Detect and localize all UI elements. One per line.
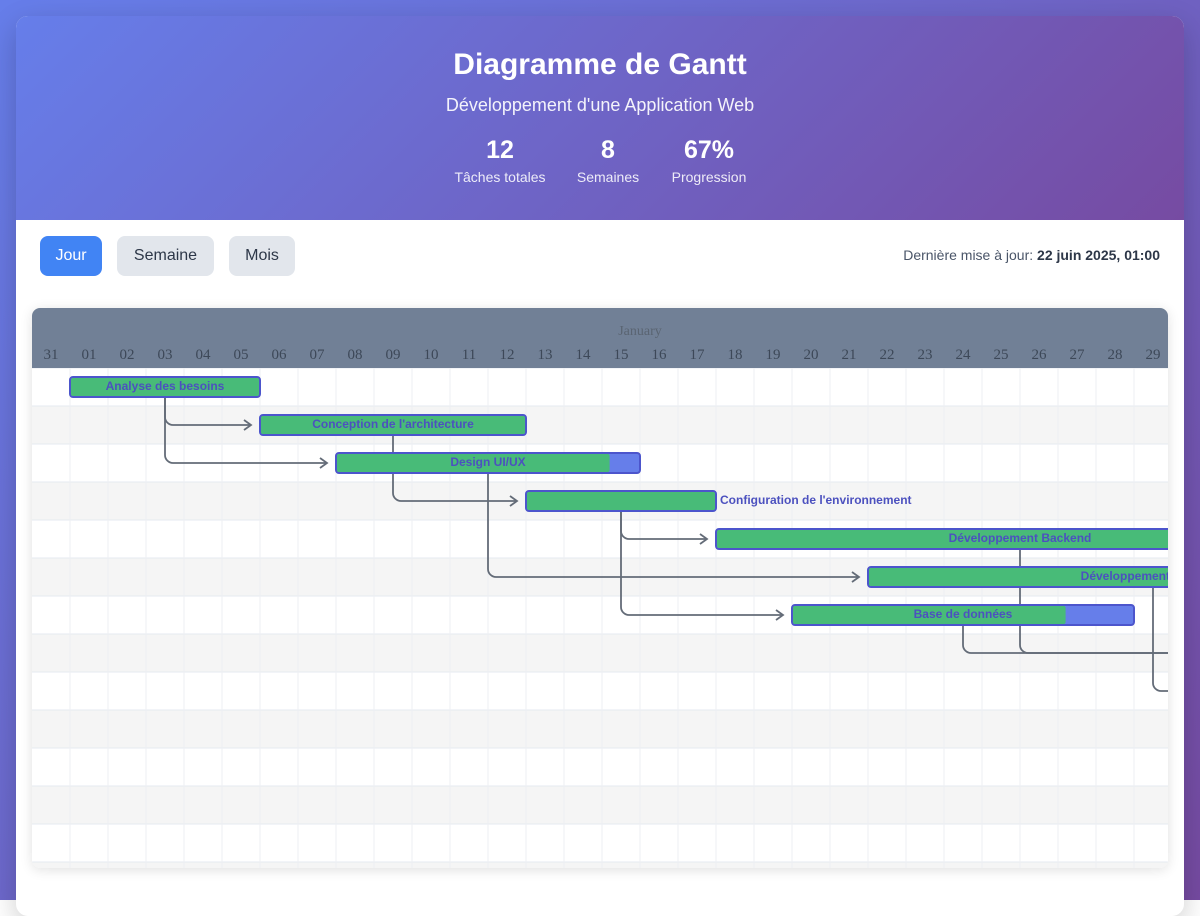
svg-text:12: 12 <box>500 347 515 363</box>
svg-text:14: 14 <box>576 347 592 363</box>
svg-text:21: 21 <box>842 347 857 363</box>
svg-text:04: 04 <box>196 347 212 363</box>
svg-text:13: 13 <box>538 347 553 363</box>
svg-text:22: 22 <box>880 347 895 363</box>
svg-text:Configuration de l'environneme: Configuration de l'environnement <box>720 493 912 507</box>
svg-text:29: 29 <box>1146 347 1161 363</box>
svg-text:Développement Backend: Développement Backend <box>949 531 1092 545</box>
svg-text:19: 19 <box>766 347 781 363</box>
svg-text:26: 26 <box>1032 347 1048 363</box>
svg-text:02: 02 <box>120 347 135 363</box>
svg-text:20: 20 <box>804 347 819 363</box>
svg-text:10: 10 <box>424 347 439 363</box>
svg-text:Design UI/UX: Design UI/UX <box>450 455 525 469</box>
svg-text:15: 15 <box>614 347 629 363</box>
svg-text:17: 17 <box>690 347 706 363</box>
svg-text:27: 27 <box>1070 347 1086 363</box>
svg-text:Développement Frontend: Développement Frontend <box>1081 569 1168 583</box>
svg-text:Base de données: Base de données <box>914 607 1013 621</box>
svg-text:11: 11 <box>462 347 476 363</box>
svg-text:18: 18 <box>728 347 743 363</box>
svg-text:09: 09 <box>386 347 401 363</box>
svg-text:Conception de l'architecture: Conception de l'architecture <box>312 417 474 431</box>
svg-text:28: 28 <box>1108 347 1123 363</box>
svg-text:23: 23 <box>918 347 933 363</box>
svg-text:16: 16 <box>652 347 668 363</box>
svg-text:31: 31 <box>44 347 59 363</box>
svg-text:Analyse des besoins: Analyse des besoins <box>106 379 225 393</box>
svg-text:06: 06 <box>272 347 288 363</box>
svg-text:01: 01 <box>82 347 97 363</box>
svg-text:03: 03 <box>158 347 173 363</box>
svg-text:24: 24 <box>956 347 972 363</box>
svg-text:05: 05 <box>234 347 249 363</box>
svg-text:07: 07 <box>310 347 326 363</box>
svg-text:25: 25 <box>994 347 1009 363</box>
svg-text:January: January <box>618 324 662 339</box>
svg-text:08: 08 <box>348 347 363 363</box>
